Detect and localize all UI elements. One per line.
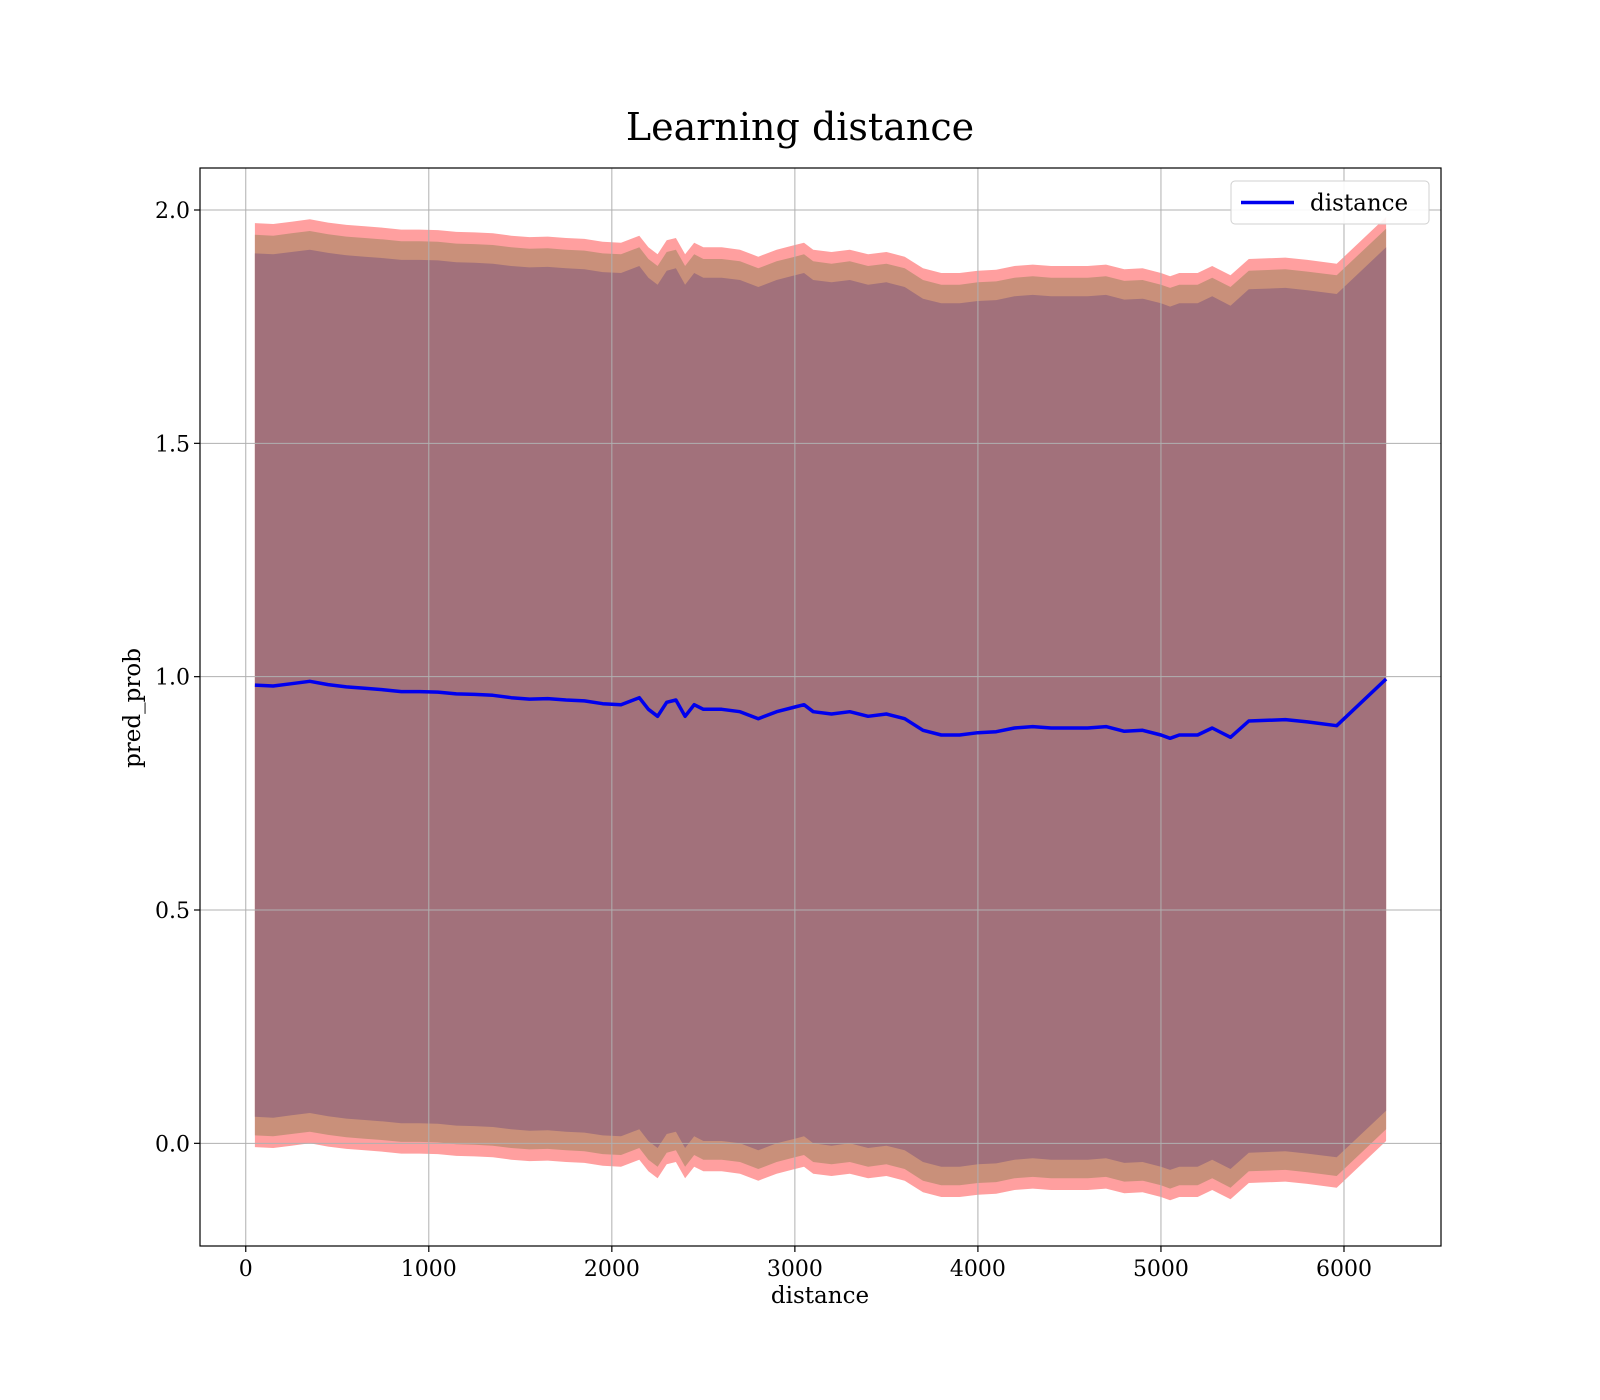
- confidence-band-3: [254, 247, 1387, 1170]
- x-tick-label-3000: 3000: [767, 1257, 823, 1282]
- plot-frame: [199, 167, 1442, 1247]
- x-tick-label-5000: 5000: [1133, 1257, 1189, 1282]
- x-tick-label-0: 0: [239, 1257, 253, 1282]
- y-tick-label-2.0: 2.0: [155, 199, 190, 224]
- y-tick-label-0.5: 0.5: [155, 899, 190, 924]
- x-tick-label-2000: 2000: [584, 1257, 640, 1282]
- x-tick-label-1000: 1000: [401, 1257, 457, 1282]
- legend-box: [1230, 180, 1430, 225]
- y-tick-label-1.5: 1.5: [155, 432, 190, 457]
- x-axis-label: distance: [771, 1283, 869, 1309]
- legend-label-distance: distance: [1310, 191, 1408, 217]
- y-axis-label: pred_prob: [120, 648, 146, 768]
- plot-area: 0 1000 2000 3000 4000 5000 6000 0.0 0.5 1.0 1.5 2.0…: [155, 167, 1442, 1282]
- x-tick-label-6000: 6000: [1316, 1257, 1372, 1282]
- chart-title: Learning distance: [626, 105, 974, 149]
- y-tick-label-0.0: 0.0: [155, 1132, 190, 1157]
- x-tick-label-4000: 4000: [950, 1257, 1006, 1282]
- y-tick-label-1.0: 1.0: [155, 666, 190, 691]
- series-line-distance: [254, 677, 1388, 741]
